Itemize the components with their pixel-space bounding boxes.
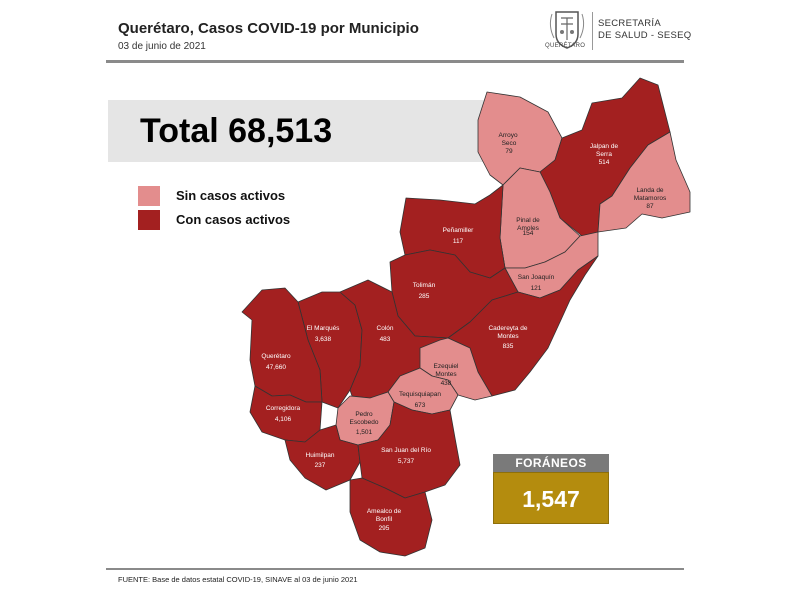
label-name: Arroyo [499, 132, 519, 139]
label-name-part: Amoles [517, 225, 539, 232]
legend-label: Con casos activos [176, 212, 291, 227]
label-name-part: Amealco de [367, 508, 402, 515]
label-jalpan: Jalpan de Serra [590, 143, 619, 158]
label-colon: Colón [377, 325, 394, 332]
org-line-2: DE SALUD - SESEQ [598, 30, 692, 41]
footer-divider [106, 568, 684, 570]
label-value: 514 [599, 159, 610, 166]
legend-swatch-sin-casos [138, 186, 160, 206]
label-name-part: Serra [596, 151, 612, 158]
organization-name: SECRETARÍA DE SALUD - SESEQ [598, 18, 692, 42]
legend-label: Sin casos activos [176, 188, 286, 203]
queretaro-crest-icon [549, 11, 585, 49]
label-amealco: Amealco de Bonfil [367, 508, 402, 523]
label-value: 5,737 [398, 458, 415, 465]
label-value: 87 [646, 203, 654, 210]
label-penamiller: Peñamiller [443, 227, 475, 234]
label-value: 154 [523, 230, 534, 237]
logo-divider [592, 12, 593, 50]
label-el-marques: El Marqués [307, 325, 341, 332]
label-san-joaquin: San Joaquín [518, 274, 555, 281]
label-value: 673 [415, 402, 426, 409]
legend-swatch-con-casos [138, 210, 160, 230]
label-cadereyta: Cadereyta de Montes [488, 325, 527, 340]
label-value: 117 [453, 238, 464, 245]
label-name-part: Ezequiel [434, 363, 459, 370]
org-line-1: SECRETARÍA [598, 18, 662, 29]
label-value: 285 [419, 293, 430, 300]
label-name-part: Montes [497, 333, 519, 340]
label-huimilpan: Huimilpan [306, 452, 335, 459]
label-name-part: Cadereyta de [488, 325, 527, 332]
label-name-part: Escobedo [350, 419, 379, 426]
label-name-part: Landa de [636, 187, 663, 194]
municipio-landa[interactable] [597, 131, 691, 233]
label-name-part: Matamoros [634, 195, 667, 202]
logo-wordmark: QUERÉTARO [545, 43, 586, 49]
label-pedro-escobedo: Pedro Escobedo [350, 411, 379, 426]
label-ezequiel: Ezequiel Montes [434, 363, 459, 378]
foraneos-box: FORÁNEOS 1,547 [493, 454, 609, 524]
label-value: 4,106 [275, 416, 292, 423]
label-name-part: Bonfil [376, 516, 393, 523]
label-name-part: Pinal de [516, 217, 540, 224]
label-pinal: Pinal de Amoles [516, 217, 540, 232]
label-arroyo-seco: Arroyo Seco [499, 132, 520, 147]
label-tequisquiapan: Tequisquiapan [399, 391, 441, 398]
source-note: FUENTE: Base de datos estatal COVID-19, … [118, 575, 358, 584]
page-title: Querétaro, Casos COVID-19 por Municipio [118, 20, 419, 37]
header-divider [106, 60, 684, 63]
label-value: 295 [379, 525, 390, 532]
label-name-part: Jalpan de [590, 143, 619, 150]
report-date: 03 de junio de 2021 [118, 41, 206, 52]
label-toliman: Tolimán [413, 282, 436, 289]
label-value: 483 [380, 336, 391, 343]
label-value: 3,638 [315, 336, 332, 343]
label-name-part: Seco [502, 140, 517, 147]
municipio-amealco[interactable] [349, 477, 433, 557]
municipio-cadereyta[interactable] [447, 255, 599, 397]
foraneos-value: 1,547 [493, 472, 609, 524]
total-cases: Total 68,513 [140, 112, 333, 150]
municipio-san-juan[interactable] [357, 401, 461, 499]
label-value: 1,501 [356, 429, 373, 436]
label-name-part: Montes [435, 371, 457, 378]
foraneos-label: FORÁNEOS [493, 454, 609, 472]
label-value: 438 [441, 380, 452, 387]
total-banner [108, 100, 498, 162]
label-corregidora: Corregidora [266, 405, 301, 412]
label-value: 79 [505, 148, 513, 155]
label-value: 237 [315, 462, 326, 469]
label-name-part: Pedro [355, 411, 373, 418]
label-san-juan: San Juan del Río [381, 447, 431, 454]
label-landa: Landa de Matamoros [634, 187, 667, 202]
label-value: 121 [531, 285, 542, 292]
label-value: 47,660 [266, 364, 286, 371]
label-queretaro: Querétaro [261, 353, 291, 360]
label-value: 835 [503, 343, 514, 350]
